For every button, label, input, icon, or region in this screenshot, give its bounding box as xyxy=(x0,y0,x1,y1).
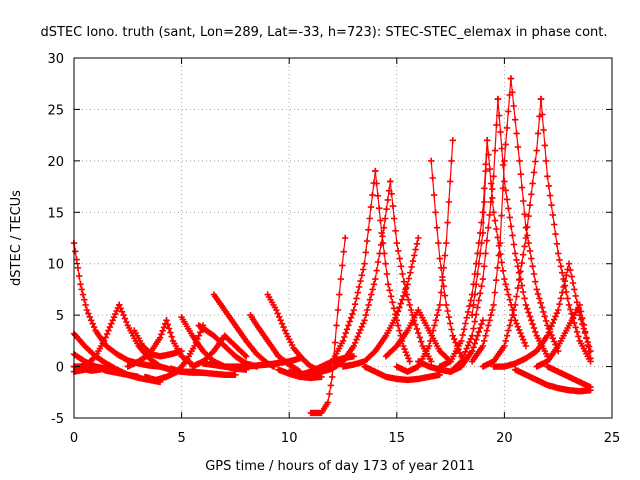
series-markers xyxy=(189,332,250,370)
series-markers xyxy=(167,365,239,378)
y-tick-label: 0 xyxy=(56,361,64,376)
y-tick-label: 5 xyxy=(56,309,64,324)
x-tick-label: 15 xyxy=(389,431,406,446)
series-markers xyxy=(307,167,379,381)
data-series xyxy=(533,301,594,370)
data-series xyxy=(167,365,239,378)
chart-title: dSTEC Iono. truth (sant, Lon=289, Lat=-3… xyxy=(41,25,608,40)
data-series xyxy=(544,363,594,391)
series-markers xyxy=(124,317,170,370)
y-axis-label: dSTEC / TECUs xyxy=(9,190,24,286)
data-series xyxy=(199,355,304,370)
data-series xyxy=(247,311,304,375)
data-series xyxy=(318,178,394,375)
series-markers xyxy=(490,260,594,370)
series-markers xyxy=(361,363,443,384)
data-series xyxy=(361,363,443,384)
series-markers xyxy=(533,301,594,370)
series-markers xyxy=(479,95,545,370)
y-tick-label: 20 xyxy=(47,155,64,170)
data-series xyxy=(307,167,379,381)
x-tick-labels: 0 5 10 15 20 25 xyxy=(70,431,620,446)
data-series xyxy=(537,95,594,365)
data-series xyxy=(131,327,185,360)
x-axis-label: GPS time / hours of day 173 of year 2011 xyxy=(205,459,475,474)
series-markers xyxy=(494,95,551,360)
y-tick-label: 15 xyxy=(47,206,64,221)
series-markers xyxy=(372,167,413,365)
series-markers xyxy=(447,95,502,375)
series-markers xyxy=(163,317,196,368)
series-line xyxy=(430,160,462,357)
x-tick-label: 10 xyxy=(281,431,298,446)
data-series xyxy=(512,366,594,395)
series-line xyxy=(471,78,512,362)
data-series xyxy=(468,75,515,365)
series-markers xyxy=(318,178,394,375)
x-tick-label: 20 xyxy=(496,431,513,446)
y-tick-labels: -5 0 5 10 15 20 25 30 xyxy=(47,52,64,427)
data-series xyxy=(479,95,545,370)
data-series xyxy=(163,317,196,368)
series-markers xyxy=(537,95,594,365)
data-series xyxy=(307,234,349,417)
series-markers xyxy=(512,366,594,395)
y-tick-label: 10 xyxy=(47,258,64,273)
series-markers xyxy=(468,75,515,365)
series-markers xyxy=(393,137,456,375)
x-tick-label: 5 xyxy=(177,431,185,446)
x-tick-label: 25 xyxy=(604,431,621,446)
data-series xyxy=(490,260,594,370)
data-series xyxy=(494,95,551,360)
data-series xyxy=(393,137,456,375)
y-tick-label: 30 xyxy=(47,52,64,67)
series-markers xyxy=(382,306,454,365)
series-layer xyxy=(70,75,594,417)
data-series xyxy=(124,317,170,370)
series-line xyxy=(310,237,346,414)
data-series xyxy=(372,167,413,365)
series-markers xyxy=(247,311,304,375)
y-tick-label: -5 xyxy=(51,412,64,427)
tick-marks xyxy=(73,57,613,419)
series-markers xyxy=(544,363,594,391)
series-line xyxy=(497,99,548,357)
data-series xyxy=(507,75,562,355)
series-markers xyxy=(199,355,304,370)
x-tick-label: 0 xyxy=(70,431,78,446)
plot-frame xyxy=(73,57,613,419)
y-tick-label: 25 xyxy=(47,103,64,118)
data-series xyxy=(447,95,502,375)
data-series xyxy=(382,306,454,365)
